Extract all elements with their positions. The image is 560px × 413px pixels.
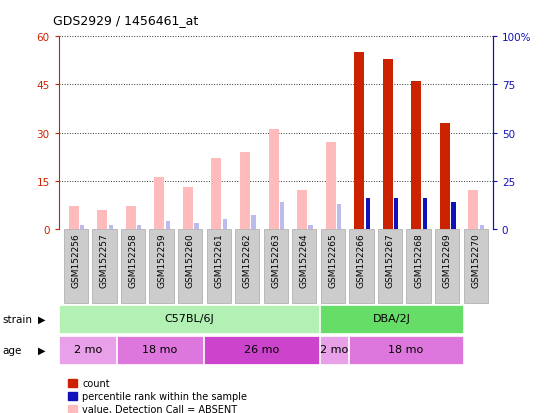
FancyBboxPatch shape bbox=[320, 336, 348, 364]
Text: GDS2929 / 1456461_at: GDS2929 / 1456461_at bbox=[53, 14, 198, 27]
Text: 2 mo: 2 mo bbox=[73, 344, 102, 354]
Bar bbox=[440, 123, 450, 229]
Text: age: age bbox=[3, 345, 22, 355]
FancyBboxPatch shape bbox=[59, 336, 116, 364]
Bar bbox=[240, 152, 250, 229]
Bar bbox=[212, 159, 221, 229]
Text: C57BL/6J: C57BL/6J bbox=[164, 313, 214, 323]
Text: GSM152266: GSM152266 bbox=[357, 233, 366, 287]
FancyBboxPatch shape bbox=[59, 305, 319, 333]
Bar bbox=[280, 202, 284, 229]
Bar bbox=[137, 225, 142, 229]
Bar bbox=[194, 223, 199, 229]
FancyBboxPatch shape bbox=[178, 229, 202, 304]
Text: GSM152257: GSM152257 bbox=[100, 233, 109, 287]
Bar bbox=[451, 202, 455, 229]
FancyBboxPatch shape bbox=[321, 229, 345, 304]
Bar bbox=[366, 199, 370, 229]
FancyBboxPatch shape bbox=[464, 229, 488, 304]
Bar bbox=[337, 204, 342, 229]
Bar bbox=[268, 130, 278, 229]
FancyBboxPatch shape bbox=[378, 229, 402, 304]
Legend: count, percentile rank within the sample, value, Detection Call = ABSENT, rank, : count, percentile rank within the sample… bbox=[64, 375, 251, 413]
FancyBboxPatch shape bbox=[407, 229, 431, 304]
Text: strain: strain bbox=[3, 314, 33, 324]
Bar bbox=[382, 59, 393, 229]
Text: ▶: ▶ bbox=[38, 314, 45, 324]
Text: GSM152269: GSM152269 bbox=[442, 233, 451, 287]
Text: GSM152267: GSM152267 bbox=[385, 233, 394, 287]
FancyBboxPatch shape bbox=[64, 229, 88, 304]
Bar bbox=[109, 225, 113, 229]
FancyBboxPatch shape bbox=[121, 229, 145, 304]
FancyBboxPatch shape bbox=[204, 336, 319, 364]
Bar bbox=[423, 199, 427, 229]
Text: GSM152270: GSM152270 bbox=[471, 233, 480, 287]
Bar bbox=[166, 221, 170, 229]
Bar bbox=[126, 207, 136, 229]
Bar bbox=[354, 53, 364, 229]
Bar bbox=[309, 225, 313, 229]
Bar bbox=[251, 216, 256, 229]
Text: GSM152263: GSM152263 bbox=[271, 233, 281, 287]
Text: DBA/2J: DBA/2J bbox=[372, 313, 410, 323]
FancyBboxPatch shape bbox=[235, 229, 259, 304]
FancyBboxPatch shape bbox=[349, 229, 374, 304]
Bar bbox=[97, 210, 107, 229]
Text: 2 mo: 2 mo bbox=[320, 344, 348, 354]
Bar bbox=[80, 225, 85, 229]
FancyBboxPatch shape bbox=[349, 336, 463, 364]
FancyBboxPatch shape bbox=[292, 229, 316, 304]
Text: GSM152259: GSM152259 bbox=[157, 233, 166, 287]
FancyBboxPatch shape bbox=[435, 229, 459, 304]
Text: GSM152261: GSM152261 bbox=[214, 233, 223, 287]
FancyBboxPatch shape bbox=[320, 305, 463, 333]
FancyBboxPatch shape bbox=[264, 229, 288, 304]
Bar bbox=[480, 225, 484, 229]
Bar bbox=[155, 178, 164, 229]
Bar bbox=[468, 191, 478, 229]
Bar bbox=[69, 207, 78, 229]
Bar bbox=[411, 82, 421, 229]
Text: GSM152262: GSM152262 bbox=[242, 233, 252, 287]
Text: ▶: ▶ bbox=[38, 345, 45, 355]
Text: 26 mo: 26 mo bbox=[244, 344, 279, 354]
Text: GSM152265: GSM152265 bbox=[328, 233, 338, 287]
Text: GSM152256: GSM152256 bbox=[72, 233, 81, 287]
FancyBboxPatch shape bbox=[117, 336, 203, 364]
Text: GSM152264: GSM152264 bbox=[300, 233, 309, 287]
FancyBboxPatch shape bbox=[207, 229, 231, 304]
Bar bbox=[325, 143, 335, 229]
FancyBboxPatch shape bbox=[92, 229, 116, 304]
Bar bbox=[394, 199, 398, 229]
FancyBboxPatch shape bbox=[150, 229, 174, 304]
Bar bbox=[297, 191, 307, 229]
Bar bbox=[183, 188, 193, 229]
Text: GSM152260: GSM152260 bbox=[186, 233, 195, 287]
Text: 18 mo: 18 mo bbox=[142, 344, 178, 354]
Bar bbox=[223, 220, 227, 229]
Text: GSM152268: GSM152268 bbox=[414, 233, 423, 287]
Text: 18 mo: 18 mo bbox=[389, 344, 423, 354]
Text: GSM152258: GSM152258 bbox=[129, 233, 138, 287]
